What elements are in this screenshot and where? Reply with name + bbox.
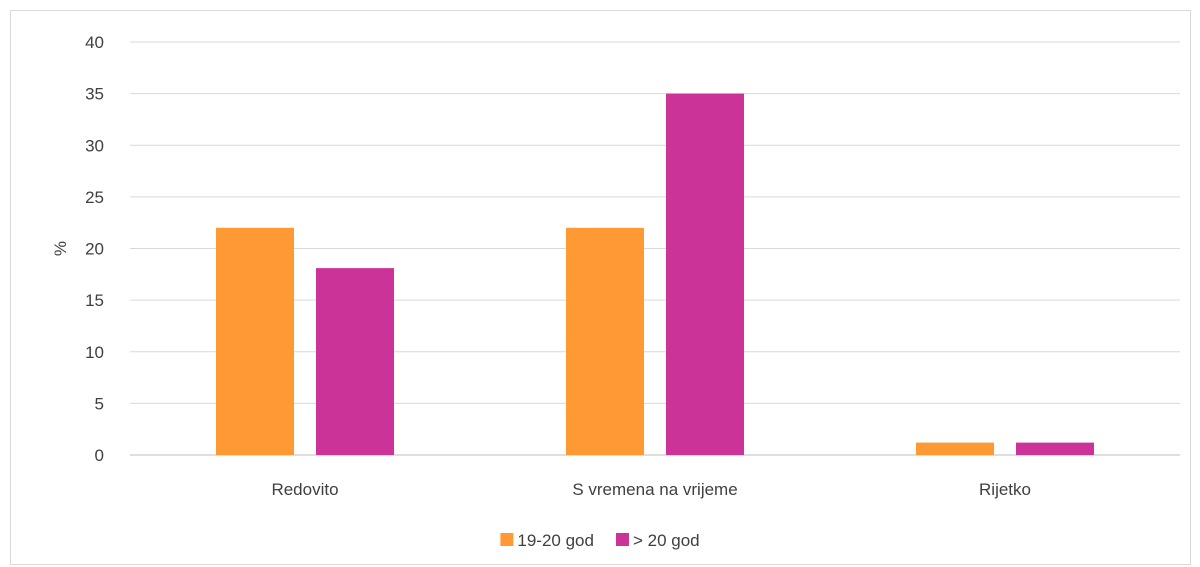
bar-2-2 [666,93,744,455]
legend: 19-20 god > 20 god [500,531,700,550]
category-labels: Redovito S vremena na vrijeme Rijetko [271,480,1031,499]
bar-2-1 [316,268,394,455]
bar-1-3 [916,442,994,455]
bar-1-2 [566,227,644,455]
gridlines [130,41,1180,456]
legend-label: > 20 god [633,531,700,550]
y-tick-label: 30 [85,136,104,155]
y-tick-label: 20 [85,240,104,259]
y-tick-label: 5 [95,394,104,413]
legend-swatch [615,533,629,546]
category-label: Redovito [271,480,338,499]
y-tick-label: 10 [85,343,104,362]
category-label: Rijetko [979,480,1031,499]
y-axis-ticks: 0 5 10 15 20 25 30 35 40 [85,33,104,465]
category-label: S vremena na vrijeme [572,480,737,499]
legend-swatch [500,533,514,546]
y-tick-label: 0 [95,446,104,465]
y-tick-label: 25 [85,188,104,207]
legend-item: > 20 god [615,531,700,550]
y-tick-label: 40 [85,33,104,52]
legend-item: 19-20 god [500,531,594,550]
y-tick-label: 35 [85,85,104,104]
y-axis-label: % [51,241,70,256]
y-tick-label: 15 [85,291,104,310]
bar-2-3 [1016,442,1094,455]
bars [216,93,1094,455]
legend-label: 19-20 god [517,531,594,550]
bar-1-1 [216,227,294,455]
